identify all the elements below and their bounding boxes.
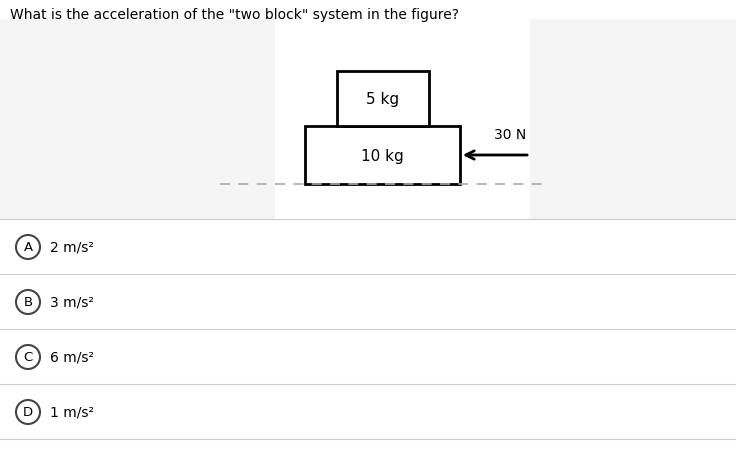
- Text: 2 m/s²: 2 m/s²: [50, 241, 94, 254]
- Text: 3 m/s²: 3 m/s²: [50, 295, 94, 309]
- Text: D: D: [23, 406, 33, 419]
- Circle shape: [16, 235, 40, 259]
- Text: A: A: [24, 241, 32, 254]
- Text: 1 m/s²: 1 m/s²: [50, 405, 94, 419]
- Text: C: C: [24, 351, 32, 364]
- Circle shape: [16, 400, 40, 424]
- Text: 30 N: 30 N: [494, 128, 526, 142]
- Text: What is the acceleration of the "two block" system in the figure?: What is the acceleration of the "two blo…: [10, 8, 459, 22]
- Text: 6 m/s²: 6 m/s²: [50, 350, 94, 364]
- Bar: [305, 127, 460, 185]
- Text: 5 kg: 5 kg: [366, 92, 399, 107]
- Circle shape: [16, 291, 40, 314]
- Circle shape: [16, 345, 40, 369]
- Bar: [336, 72, 428, 127]
- Text: B: B: [24, 296, 32, 309]
- Bar: [530, 20, 736, 219]
- Bar: [0, 20, 275, 219]
- Text: 10 kg: 10 kg: [361, 148, 404, 163]
